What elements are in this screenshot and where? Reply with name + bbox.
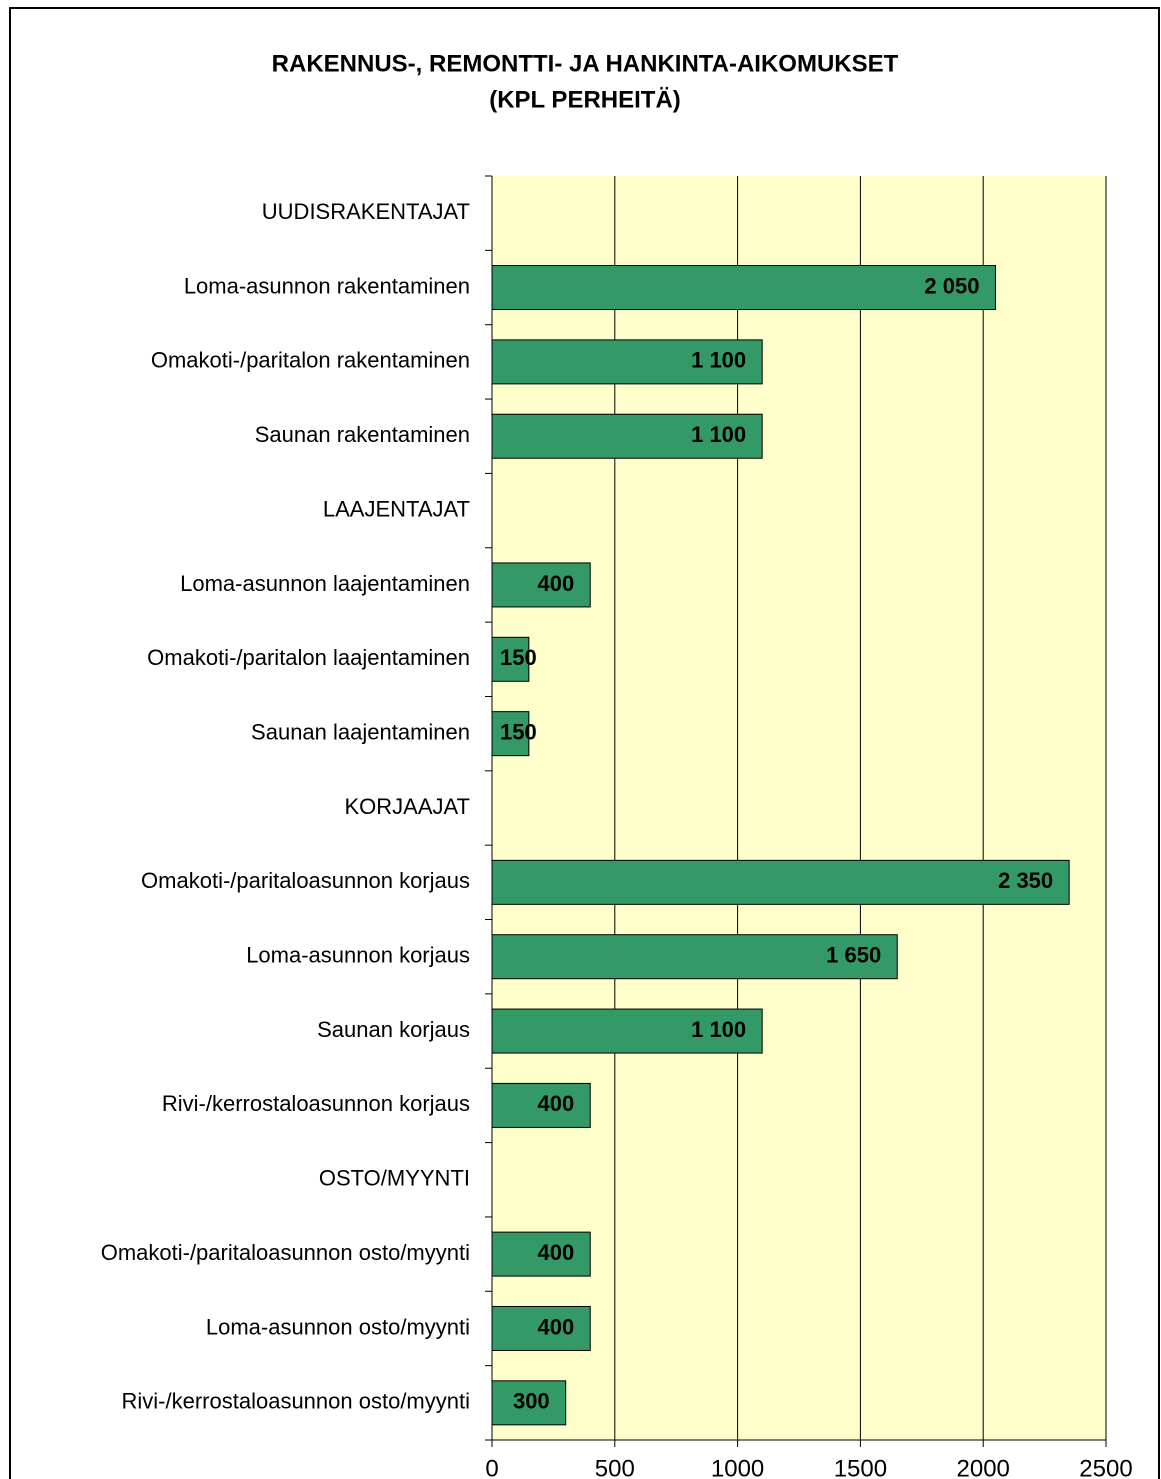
value-label: 400 [538, 1091, 575, 1116]
y-tick-label: KORJAAJAT [344, 794, 470, 819]
x-tick-label: 2000 [957, 1455, 1010, 1479]
bar [491, 859, 1070, 905]
value-label: 1 100 [691, 1017, 746, 1042]
x-tick-label: 1500 [834, 1455, 887, 1479]
x-tick-label: 1000 [711, 1455, 764, 1479]
bar [491, 711, 530, 757]
bar [491, 1231, 591, 1277]
y-tick-label: Rivi-/kerrostaloasunnon korjaus [162, 1091, 470, 1116]
y-tick-label: OSTO/MYYNTI [319, 1166, 470, 1191]
bar [491, 1380, 567, 1426]
y-tick-label: Saunan rakentaminen [255, 422, 470, 447]
y-tick-label: Loma-asunnon rakentaminen [184, 273, 470, 298]
bar [491, 934, 898, 980]
y-tick-label: Omakoti-/paritaloasunnon korjaus [141, 868, 470, 893]
value-label: 1 100 [691, 348, 746, 373]
value-label: 2 050 [924, 273, 979, 298]
bar [491, 562, 591, 608]
value-label: 1 650 [826, 943, 881, 968]
value-label: 2 350 [998, 868, 1053, 893]
bar [491, 1082, 591, 1128]
y-tick-label: Loma-asunnon laajentaminen [180, 571, 470, 596]
y-tick-label: Omakoti-/paritalon laajentaminen [147, 645, 470, 670]
x-tick-label: 500 [595, 1455, 635, 1479]
y-tick-label: Omakoti-/paritaloasunnon osto/myynti [101, 1240, 470, 1265]
value-label: 400 [538, 571, 575, 596]
y-tick-label: UUDISRAKENTAJAT [262, 199, 470, 224]
plot-area [492, 176, 1106, 1440]
y-tick-label: Loma-asunnon korjaus [246, 943, 470, 968]
value-label: 1 100 [691, 422, 746, 447]
x-tick-label: 0 [485, 1455, 498, 1479]
y-tick-label: Omakoti-/paritalon rakentaminen [151, 348, 470, 373]
y-tick-label: Saunan laajentaminen [251, 719, 470, 744]
x-tick-label: 2500 [1079, 1455, 1132, 1479]
chart-title: (KPL PERHEITÄ) [489, 86, 681, 113]
bar [491, 265, 996, 311]
bar [491, 339, 763, 385]
value-label: 150 [500, 645, 537, 670]
bar [491, 1008, 763, 1054]
y-tick-label: Loma-asunnon osto/myynti [206, 1314, 470, 1339]
bar [491, 1305, 591, 1351]
chart-title: RAKENNUS-, REMONTTI- JA HANKINTA-AIKOMUK… [272, 50, 899, 77]
value-label: 400 [538, 1314, 575, 1339]
y-tick-label: Saunan korjaus [317, 1017, 470, 1042]
value-label: 400 [538, 1240, 575, 1265]
bar [491, 636, 530, 682]
bar [491, 413, 763, 459]
y-tick-label: Rivi-/kerrostaloasunnon osto/myynti [122, 1389, 470, 1414]
value-label: 300 [513, 1389, 550, 1414]
y-tick-label: LAAJENTAJAT [323, 496, 470, 521]
value-label: 150 [500, 719, 537, 744]
